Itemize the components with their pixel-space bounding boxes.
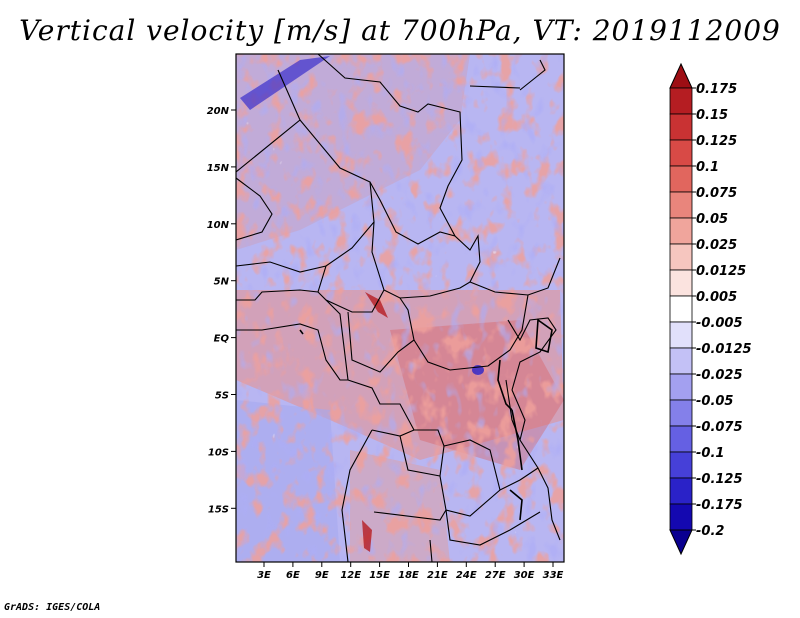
- lon-tick-label: 33E: [543, 570, 564, 581]
- lat-tick-label: 5N: [214, 277, 230, 288]
- latitude-axis: 20N 15N 10N 5N EQ 5S 10S 15S: [207, 106, 236, 515]
- colorbar-swatch: [669, 217, 693, 245]
- lon-tick-label: 18E: [398, 570, 419, 581]
- lon-tick-label: 9E: [315, 570, 329, 581]
- colorbar-label: -0.005: [696, 316, 743, 331]
- colorbar-label: 0.05: [696, 212, 728, 227]
- colorbar-arrow-bottom: [669, 529, 693, 556]
- colorbar-swatch: [669, 399, 693, 427]
- colorbar-label: 0.005: [696, 290, 737, 305]
- map-frame: [235, 53, 565, 563]
- colorbar-swatch: [669, 269, 693, 297]
- colorbar-swatch: [669, 243, 693, 271]
- lake-outlines: [299, 318, 553, 521]
- colorbar-label: 0.025: [696, 238, 737, 253]
- colorbar-swatch: [669, 503, 693, 531]
- colorbar-label: 0.125: [696, 134, 737, 149]
- map-title: Vertical velocity [m/s] at 700hPa, VT: 2…: [19, 14, 781, 47]
- colorbar-swatch: [669, 425, 693, 453]
- colorbar-arrow-top: [669, 62, 693, 89]
- lon-tick-label: 3E: [257, 570, 271, 581]
- colorbar: 0.175 0.15 0.125 0.1 0.075 0.05 0.025 0.0125 0.0…: [669, 62, 752, 556]
- colorbar-label: -0.1: [696, 446, 724, 461]
- lon-tick-label: 24E: [456, 570, 477, 581]
- colorbar-swatch: [669, 87, 693, 115]
- colorbar-swatch: [669, 295, 693, 323]
- colorbar-swatch: [669, 321, 693, 349]
- country-borders: [236, 54, 561, 562]
- lat-tick-label: 10N: [207, 220, 230, 231]
- colorbar-swatch: [669, 373, 693, 401]
- lon-tick-label: 15E: [369, 570, 390, 581]
- lat-tick-label: EQ: [214, 334, 230, 345]
- colorbar-label: 0.0125: [696, 264, 746, 279]
- lon-tick-label: 27E: [485, 570, 506, 581]
- colorbar-swatch: [669, 451, 693, 479]
- lon-tick-label: 21E: [427, 570, 448, 581]
- colorbar-swatch: [669, 191, 693, 219]
- lat-tick-label: 15S: [208, 504, 229, 515]
- colorbar-swatch: [669, 347, 693, 375]
- lat-tick-label: 10S: [208, 447, 229, 458]
- colorbar-swatch: [669, 139, 693, 167]
- lon-tick-label: 30E: [514, 570, 535, 581]
- colorbar-label: -0.05: [696, 394, 733, 409]
- colorbar-label: 0.15: [696, 108, 728, 123]
- grads-credit: GrADS: IGES/COLA: [4, 602, 101, 613]
- colorbar-label: 0.075: [696, 186, 737, 201]
- colorbar-swatch: [669, 113, 693, 141]
- colorbar-label: -0.2: [696, 524, 724, 539]
- lat-tick-label: 15N: [207, 163, 230, 174]
- colorbar-swatch: [669, 477, 693, 505]
- colorbar-label: 0.175: [696, 82, 737, 97]
- colorbar-label: -0.125: [696, 472, 743, 487]
- lat-tick-label: 5S: [215, 391, 229, 402]
- colorbar-label: -0.025: [696, 368, 743, 383]
- vertical-velocity-field: [236, 54, 564, 562]
- colorbar-label: -0.0125: [696, 342, 752, 357]
- colorbar-swatch: [669, 165, 693, 193]
- colorbar-label: 0.1: [696, 160, 719, 175]
- lon-tick-label: 6E: [286, 570, 300, 581]
- lon-tick-label: 12E: [340, 570, 361, 581]
- longitude-axis: 3E 6E 9E 12E 15E 18E 21E 24E 27E 30E 33E: [257, 562, 564, 581]
- colorbar-label: -0.075: [696, 420, 743, 435]
- colorbar-label: -0.175: [696, 498, 743, 513]
- lat-tick-label: 20N: [207, 106, 230, 117]
